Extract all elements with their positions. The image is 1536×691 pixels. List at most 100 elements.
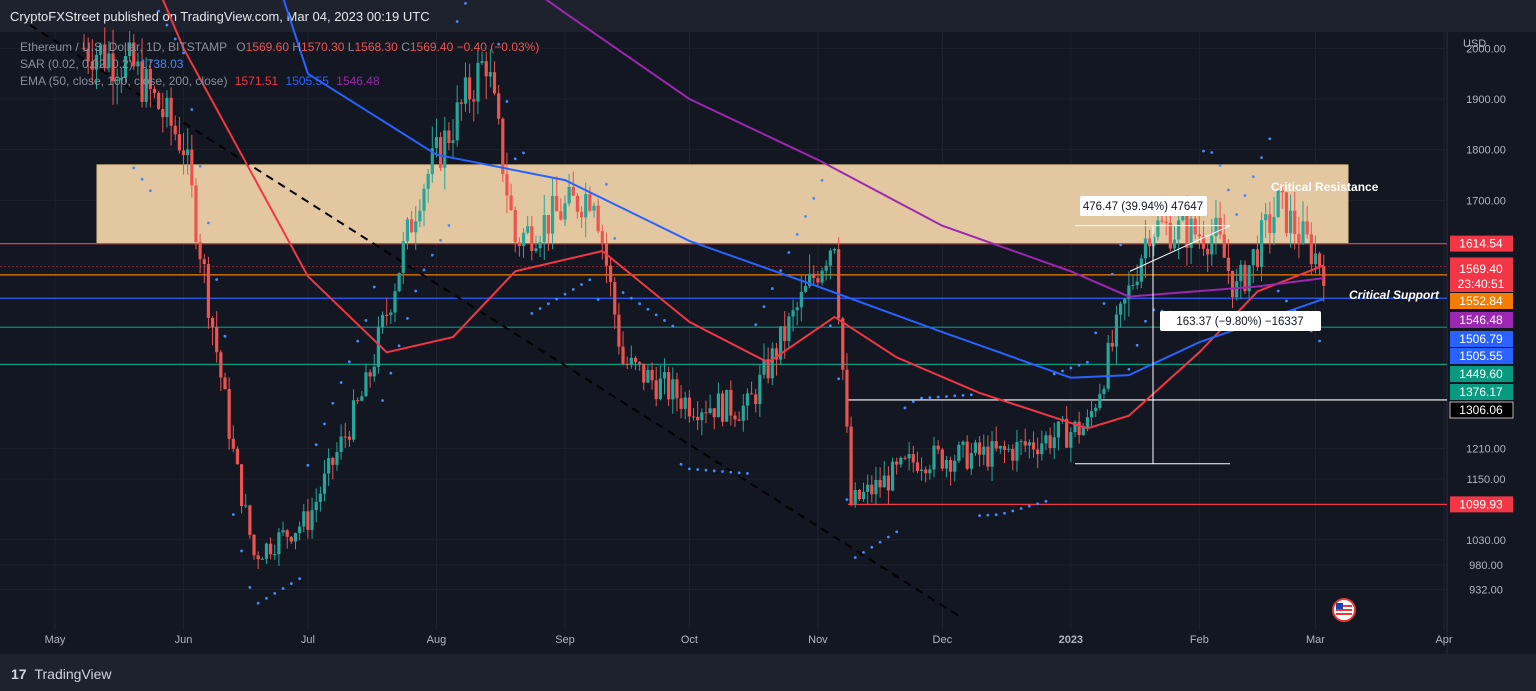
candle-body[interactable]	[314, 501, 318, 511]
candle-body[interactable]	[994, 441, 998, 449]
candle-body[interactable]	[754, 394, 758, 405]
candle-body[interactable]	[1023, 441, 1027, 446]
candle-body[interactable]	[1301, 221, 1305, 244]
candle-body[interactable]	[206, 264, 211, 318]
candle-body[interactable]	[434, 137, 439, 149]
candle-body[interactable]	[1011, 448, 1015, 461]
candle-body[interactable]	[555, 195, 559, 212]
candle-body[interactable]	[870, 484, 874, 495]
candle-body[interactable]	[302, 511, 306, 527]
candle-body[interactable]	[662, 372, 667, 379]
candle-body[interactable]	[1226, 257, 1230, 271]
candle-body[interactable]	[443, 130, 447, 168]
candle-body[interactable]	[1056, 421, 1060, 438]
candle-body[interactable]	[86, 48, 90, 62]
candle-body[interactable]	[932, 445, 936, 470]
candle-body[interactable]	[816, 278, 820, 283]
candle-body[interactable]	[1189, 218, 1193, 248]
candle-body[interactable]	[385, 314, 389, 316]
candle-body[interactable]	[492, 72, 497, 94]
candle-body[interactable]	[256, 555, 260, 560]
candle-body[interactable]	[360, 396, 364, 401]
candle-body[interactable]	[982, 446, 986, 455]
price-tag-box[interactable]	[1450, 348, 1513, 364]
candle-body[interactable]	[550, 195, 555, 234]
candle-body[interactable]	[123, 55, 128, 79]
candle-body[interactable]	[447, 130, 451, 143]
candle-body[interactable]	[1048, 435, 1052, 448]
candle-body[interactable]	[795, 307, 799, 311]
candle-body[interactable]	[546, 215, 551, 234]
candle-body[interactable]	[165, 97, 169, 118]
candle-body[interactable]	[484, 61, 488, 77]
candle-body[interactable]	[741, 405, 745, 421]
candle-body[interactable]	[439, 137, 443, 168]
candle-body[interactable]	[1077, 421, 1081, 436]
candle-body[interactable]	[749, 393, 754, 395]
candle-body[interactable]	[924, 469, 928, 474]
candle-body[interactable]	[318, 493, 322, 502]
candle-body[interactable]	[824, 265, 828, 271]
candle-body[interactable]	[1247, 265, 1251, 292]
candle-body[interactable]	[389, 312, 393, 315]
candle-body[interactable]	[181, 150, 186, 156]
candle-body[interactable]	[1288, 210, 1293, 234]
candle-body[interactable]	[94, 54, 99, 70]
candle-body[interactable]	[194, 185, 198, 242]
legend-sar-row[interactable]: SAR (0.02, 0.02, 0.2) 1738.03	[20, 57, 183, 71]
candle-body[interactable]	[169, 97, 173, 126]
candle-body[interactable]	[223, 377, 227, 390]
candle-body[interactable]	[878, 480, 882, 488]
candle-body[interactable]	[198, 241, 202, 260]
candle-body[interactable]	[1185, 214, 1189, 248]
candle-body[interactable]	[1123, 299, 1127, 304]
candle-body[interactable]	[1313, 253, 1318, 265]
price-tag-box[interactable]	[1450, 261, 1513, 277]
candle-body[interactable]	[264, 543, 269, 559]
candle-body[interactable]	[1052, 437, 1056, 448]
candle-body[interactable]	[571, 187, 575, 196]
candle-body[interactable]	[1110, 342, 1114, 347]
candle-body[interactable]	[890, 461, 895, 491]
candle-body[interactable]	[426, 174, 430, 189]
candle-body[interactable]	[957, 444, 961, 461]
candle-body[interactable]	[468, 77, 472, 100]
candle-body[interactable]	[687, 397, 691, 417]
candle-body[interactable]	[1210, 236, 1214, 255]
candle-body[interactable]	[1222, 234, 1226, 258]
candle-body[interactable]	[1181, 214, 1185, 221]
candle-body[interactable]	[1106, 342, 1110, 389]
candle-body[interactable]	[729, 389, 733, 416]
candle-body[interactable]	[1040, 443, 1044, 455]
candle-body[interactable]	[1089, 411, 1094, 418]
candle-body[interactable]	[725, 389, 729, 422]
candle-body[interactable]	[700, 412, 704, 421]
candle-body[interactable]	[708, 408, 712, 413]
candle-body[interactable]	[356, 400, 360, 402]
candle-body[interactable]	[812, 273, 816, 279]
candle-body[interactable]	[186, 149, 190, 156]
candle-body[interactable]	[380, 314, 385, 328]
candle-body[interactable]	[791, 310, 795, 317]
candle-body[interactable]	[990, 441, 994, 467]
candle-body[interactable]	[414, 221, 418, 233]
candle-body[interactable]	[401, 241, 405, 273]
candle-body[interactable]	[418, 210, 422, 222]
candle-body[interactable]	[293, 532, 298, 542]
candle-body[interactable]	[364, 372, 368, 397]
legend-symbol[interactable]: Ethereum / U.S. Dollar, 1D, BITSTAMP	[20, 40, 227, 54]
price-tag-box[interactable]	[1450, 384, 1513, 400]
candle-body[interactable]	[675, 379, 679, 399]
price-tag-box[interactable]	[1450, 235, 1513, 252]
candle-body[interactable]	[1085, 417, 1090, 428]
candle-body[interactable]	[1081, 427, 1085, 436]
candle-body[interactable]	[252, 534, 256, 556]
candle-body[interactable]	[638, 362, 642, 364]
candle-body[interactable]	[513, 209, 517, 243]
candle-body[interactable]	[712, 408, 716, 418]
candle-body[interactable]	[778, 326, 783, 360]
candle-body[interactable]	[973, 442, 978, 454]
candle-body[interactable]	[227, 389, 231, 439]
price-tag-box[interactable]	[1450, 293, 1513, 309]
candle-body[interactable]	[1259, 220, 1264, 267]
